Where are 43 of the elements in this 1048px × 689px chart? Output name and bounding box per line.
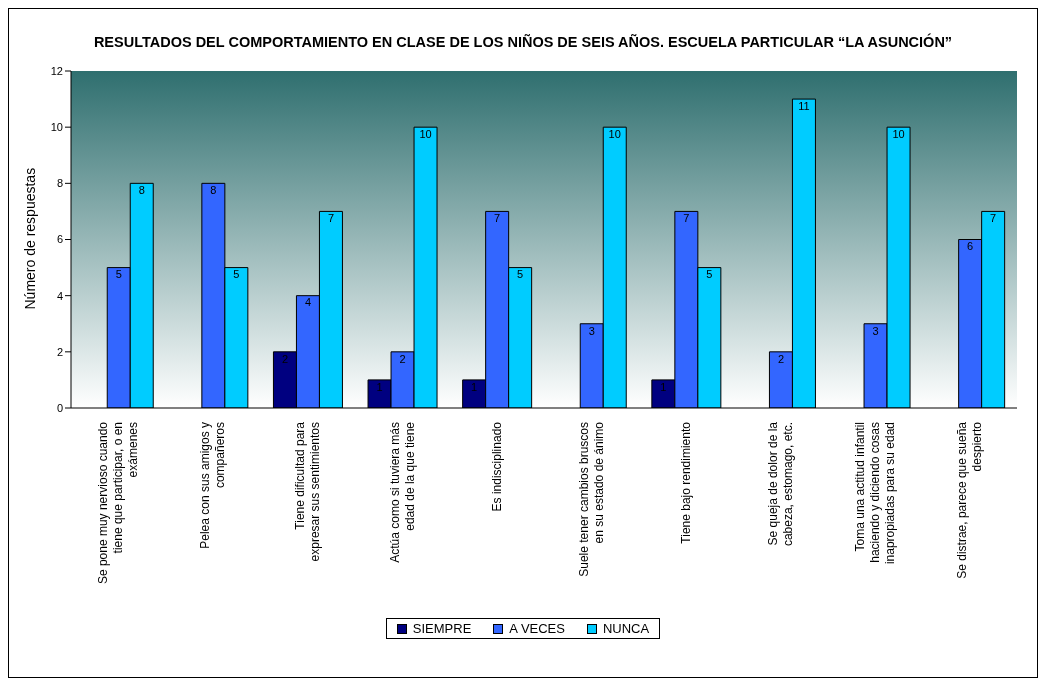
data-label: 1 [471, 380, 478, 393]
x-tick-label: Suele tener cambios bruscos en su estado de ánimo [576, 421, 606, 577]
data-label: 3 [872, 324, 879, 337]
y-axis-title: Número de respuestas [21, 167, 38, 310]
data-label: 5 [233, 268, 240, 281]
data-label: 5 [517, 268, 524, 281]
x-tick-label: Se pone muy nervioso cuando tiene que participar, o en exámenes [96, 421, 141, 585]
data-label: 5 [706, 268, 713, 281]
y-tick-label: 8 [56, 177, 63, 190]
legend-label: A VECES [509, 621, 565, 636]
legend-label: SIEMPRE [412, 621, 472, 636]
data-label: 10 [892, 127, 905, 140]
data-label: 2 [281, 352, 289, 365]
data-label: 1 [376, 380, 383, 393]
data-label: 3 [588, 324, 595, 337]
data-label: 10 [608, 127, 621, 140]
x-tick-label: Tiene bajo rendimiento [678, 421, 693, 544]
data-label: 8 [210, 184, 217, 197]
data-label: 7 [327, 212, 335, 225]
data-label: 8 [138, 184, 145, 197]
x-tick-label: Se queja de dolor de la cabeza, estomago, etc. [766, 421, 795, 547]
data-label: 7 [990, 212, 997, 225]
data-label: 4 [304, 296, 312, 309]
data-label: 7 [494, 212, 501, 225]
y-tick-label: 12 [50, 64, 63, 77]
legend-label: NUNCA [602, 621, 650, 636]
data-label: 5 [115, 268, 122, 281]
data-label: 10 [419, 127, 432, 140]
x-tick-label: Es indisciplinado [489, 421, 504, 512]
chart-title: RESULTADOS DEL COMPORTAMIENTO EN CLASE DE LOS NIÑOS DE SEIS AÑOS. ESCUELA PARTICULAR “LA ASUNCIÓN” [93, 32, 953, 52]
y-tick-label: 4 [56, 289, 63, 302]
x-tick-label: Pelea con sus amigos y compañeros [198, 422, 228, 549]
y-tick-label: 2 [56, 345, 63, 358]
y-tick-label: 6 [56, 233, 63, 246]
data-label: 2 [399, 352, 406, 365]
data-label: 7 [683, 212, 690, 225]
y-tick-label: 10 [50, 121, 63, 134]
y-tick-label: 0 [56, 401, 63, 414]
data-label: 11 [798, 99, 810, 112]
data-label: 6 [967, 240, 974, 253]
data-label: 1 [660, 380, 667, 393]
x-tick-label: Se distrae, parece que sueña despierto [955, 421, 985, 579]
data-label: 2 [777, 352, 785, 365]
